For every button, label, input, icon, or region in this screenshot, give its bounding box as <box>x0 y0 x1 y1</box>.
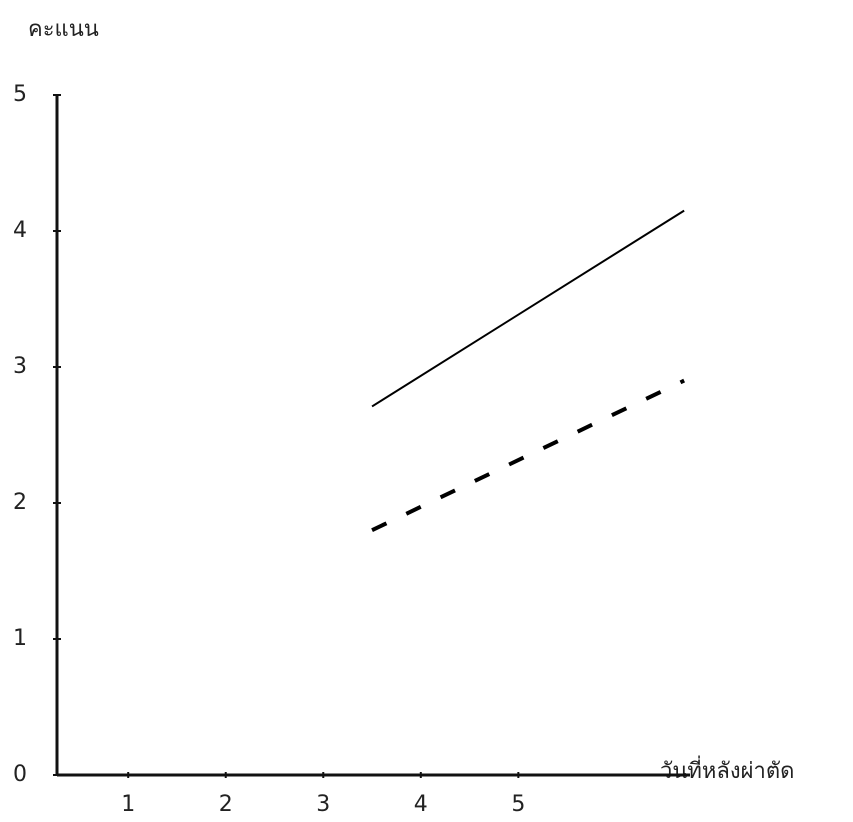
y-tick-label: 3 <box>13 354 27 379</box>
x-tick-label: 3 <box>316 792 330 817</box>
x-tick-label: 4 <box>414 792 428 817</box>
y-tick-label: 1 <box>13 626 27 651</box>
x-tick-label: 5 <box>511 792 525 817</box>
y-tick-label: 4 <box>13 218 27 243</box>
y-tick-label: 5 <box>13 82 27 107</box>
y-axis-label: คะแนน <box>28 17 99 42</box>
line-series <box>371 209 685 408</box>
x-tick-label: 2 <box>219 792 233 817</box>
y-tick-label: 0 <box>13 762 27 787</box>
x-tick-label: 1 <box>121 792 135 817</box>
y-tick-label: 2 <box>13 490 27 515</box>
x-axis-label: วันที่หลังผ่าตัด <box>660 755 794 784</box>
